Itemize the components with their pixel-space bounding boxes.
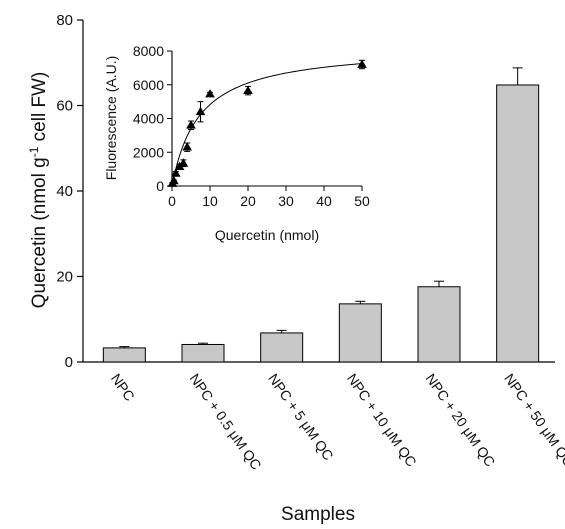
main-axes: [82, 20, 555, 363]
inset-data-point-triangle: [169, 175, 179, 185]
inset-data-point-triangle: [243, 85, 253, 95]
main-x-tick-label: NPC + 10 μM QC: [344, 371, 420, 470]
bar: [417, 286, 461, 363]
inset-y-ticks: 0 2000 4000 6000 8000: [133, 43, 172, 194]
inset-fit-curve: [171, 63, 363, 187]
main-y-tick-label: 60: [56, 98, 73, 115]
main-y-tick-label: 0: [65, 354, 73, 371]
inset-data-point-triangle: [171, 168, 181, 177]
main-x-tick-labels: NPC NPC + 0.5 μM QC NPC + 5 μM QC NPC + 10 …: [108, 371, 565, 473]
main-y-tick-label: 20: [56, 269, 73, 286]
bar: [338, 303, 382, 363]
main-x-tick-label: NPC + 20 μM QC: [423, 371, 499, 470]
bar: [102, 347, 146, 363]
inset-y-tick-label: 4000: [133, 111, 164, 127]
inset-x-tick-label: 40: [316, 193, 332, 209]
inset-x-axis-title: Quercetin (nmol): [215, 227, 319, 243]
main-x-tick-label: NPC + 5 μM QC: [265, 371, 337, 464]
inset-data-point-triangle: [205, 89, 215, 98]
main-y-tick-label: 80: [56, 12, 73, 29]
main-y-axis-title-part1: Quercetin (nmol g: [29, 157, 50, 308]
inset-data-point-triangle: [178, 158, 189, 167]
inset-y-axis-title: Fluorescence (A.U.): [103, 56, 119, 180]
main-y-ticks: 0 20 40 60 80: [56, 12, 83, 371]
bar: [496, 84, 540, 363]
inset-x-ticks: 0 10 20 30 40 50: [168, 186, 370, 209]
inset-y-tick-label: 6000: [133, 77, 164, 93]
inset-x-tick-label: 50: [354, 193, 370, 209]
main-y-axis-title-part2: cell FW): [29, 72, 50, 147]
inset-y-tick-label: 8000: [133, 43, 164, 59]
inset-data-point-triangle: [186, 120, 196, 129]
main-bars: [102, 67, 540, 363]
inset-data-points: [167, 59, 367, 187]
main-y-axis-title-superscript: -1: [27, 146, 41, 157]
inset-y-tick-label: 2000: [133, 144, 164, 160]
main-x-tick-label: NPC + 0.5 μM QC: [187, 371, 265, 473]
main-y-axis-title: Quercetin (nmol g-1 cell FW): [27, 72, 50, 309]
main-y-tick-label: 40: [56, 183, 73, 200]
inset-x-tick-label: 20: [240, 193, 256, 209]
inset-x-tick-label: 10: [202, 193, 218, 209]
inset-data-point-triangle: [182, 142, 192, 151]
inset-data-point-triangle: [195, 106, 206, 116]
inset-x-tick-label: 0: [168, 193, 176, 209]
inset-chart: 0 2000 4000 6000 8000 0 10 20 30 40 50 Quercetin …: [103, 43, 370, 243]
main-x-axis-title: Samples: [281, 504, 355, 525]
bar: [260, 332, 304, 363]
main-x-tick-label: NPC + 50 μM QC: [501, 371, 565, 470]
main-x-tick-label: NPC: [108, 371, 138, 404]
bar: [181, 343, 225, 363]
inset-data-point-triangle: [357, 59, 367, 68]
inset-x-tick-label: 30: [278, 193, 294, 209]
inset-y-tick-label: 0: [156, 178, 164, 194]
